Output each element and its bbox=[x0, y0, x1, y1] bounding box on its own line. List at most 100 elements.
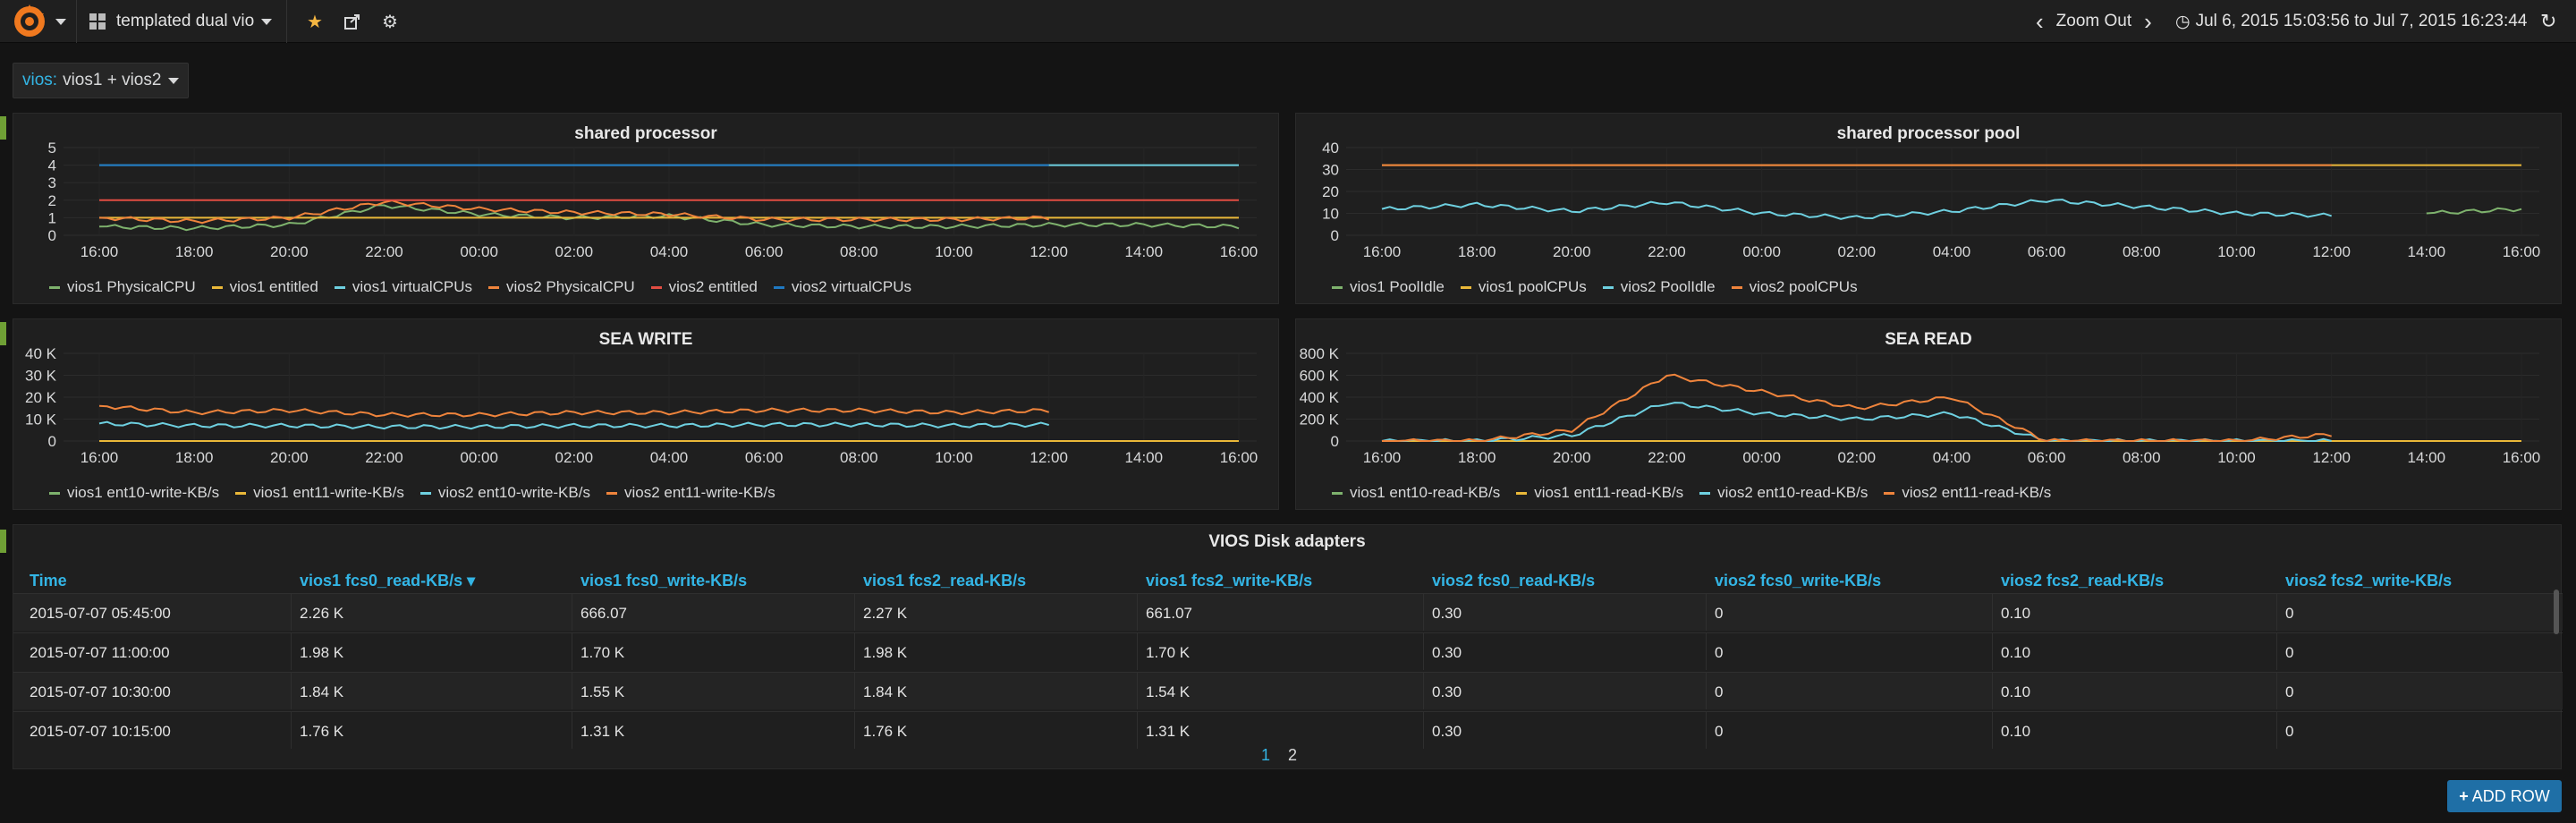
series-line bbox=[98, 404, 1050, 418]
cell-divider bbox=[1992, 673, 1993, 709]
column-header[interactable]: vios2 fcs0_write-KB/s bbox=[1715, 572, 1882, 590]
legend-item[interactable]: vios2 ent11-read-KB/s bbox=[1884, 484, 2051, 502]
cell-divider bbox=[1423, 673, 1424, 709]
clock-icon: ◷ bbox=[2175, 12, 2190, 31]
share-icon[interactable] bbox=[333, 0, 372, 43]
legend-item[interactable]: vios1 ent11-read-KB/s bbox=[1516, 484, 1683, 502]
x-tick-label: 08:00 bbox=[840, 449, 878, 466]
cell-divider bbox=[1706, 712, 1707, 749]
column-header[interactable]: vios1 fcs2_write-KB/s bbox=[1146, 572, 1313, 590]
x-tick-label: 14:00 bbox=[1125, 449, 1164, 466]
legend-item[interactable]: vios1 ent11-write-KB/s bbox=[235, 484, 404, 502]
x-tick-label: 16:00 bbox=[80, 243, 119, 260]
legend-item[interactable]: vios2 ent11-write-KB/s bbox=[606, 484, 775, 502]
panel-title[interactable]: SEA READ bbox=[1885, 330, 1972, 349]
y-tick-label: 30 K bbox=[25, 368, 57, 385]
panel-title[interactable]: SEA WRITE bbox=[598, 330, 693, 349]
column-header[interactable]: vios2 fcs0_read-KB/s bbox=[1432, 572, 1596, 590]
column-header[interactable]: vios1 fcs0_read-KB/s ▾ bbox=[300, 572, 476, 590]
row-collapse-handle[interactable] bbox=[0, 322, 6, 345]
cell-divider bbox=[1423, 594, 1424, 631]
legend-item[interactable]: vios2 entitled bbox=[650, 278, 758, 296]
chevron-down-icon bbox=[168, 77, 180, 84]
y-tick-label: 20 K bbox=[25, 389, 57, 406]
x-tick-label: 08:00 bbox=[2123, 449, 2161, 466]
legend-item[interactable]: vios2 PhysicalCPU bbox=[488, 278, 635, 296]
table-cell: 1.31 K bbox=[1146, 723, 1191, 740]
y-tick-label: 4 bbox=[48, 157, 56, 174]
legend-item[interactable]: vios1 poolCPUs bbox=[1460, 278, 1587, 296]
cell-divider bbox=[2276, 673, 2277, 709]
legend-item[interactable]: vios1 PoolIdle bbox=[1332, 278, 1445, 296]
x-tick-label: 12:00 bbox=[1030, 449, 1068, 466]
legend-item[interactable]: vios1 ent10-write-KB/s bbox=[49, 484, 219, 502]
series-line bbox=[1381, 199, 2333, 220]
row-collapse-handle[interactable] bbox=[0, 116, 6, 140]
x-tick-label: 14:00 bbox=[2408, 243, 2446, 260]
legend-item[interactable]: vios2 poolCPUs bbox=[1731, 278, 1858, 296]
column-header[interactable]: vios1 fcs2_read-KB/s bbox=[863, 572, 1027, 590]
grafana-menu-button[interactable] bbox=[0, 0, 77, 43]
legend-item[interactable]: vios2 ent10-write-KB/s bbox=[419, 484, 590, 502]
x-tick-label: 04:00 bbox=[1933, 449, 1971, 466]
page-1-link[interactable]: 1 bbox=[1261, 746, 1271, 764]
table-cell: 1.55 K bbox=[580, 683, 625, 700]
cell-divider bbox=[1706, 673, 1707, 709]
table-cell: 1.70 K bbox=[1146, 644, 1191, 661]
legend-item[interactable]: vios1 virtualCPUs bbox=[334, 278, 472, 296]
cell-divider bbox=[2276, 594, 2277, 631]
zoom-out-button[interactable]: ‹ Zoom Out › bbox=[2036, 0, 2152, 43]
legend-item[interactable]: vios1 ent10-read-KB/s bbox=[1332, 484, 1500, 502]
table-pagination: 1 2 bbox=[1261, 746, 1297, 765]
chevron-right-icon[interactable]: › bbox=[2144, 7, 2152, 35]
legend-item[interactable]: vios1 PhysicalCPU bbox=[49, 278, 196, 296]
panel-title[interactable]: shared processor bbox=[574, 124, 717, 143]
legend-label: vios2 PoolIdle bbox=[1620, 278, 1716, 295]
legend-swatch bbox=[773, 285, 784, 289]
legend-item[interactable]: vios1 entitled bbox=[211, 278, 318, 296]
x-tick-label: 22:00 bbox=[365, 243, 403, 260]
panel-shared-processor: shared processor 5 4 3 2 1 0 16:00 18:00 20:00 22… bbox=[13, 113, 1279, 304]
row-collapse-handle[interactable] bbox=[0, 530, 6, 553]
time-picker[interactable]: ◷ Jul 6, 2015 15:03:56 to Jul 7, 2015 16… bbox=[2175, 0, 2527, 43]
variable-colon: : bbox=[52, 71, 58, 89]
x-tick-label: 08:00 bbox=[840, 243, 878, 260]
cell-divider bbox=[1137, 712, 1138, 749]
column-header[interactable]: vios1 fcs0_write-KB/s bbox=[580, 572, 748, 590]
legend-label: vios2 poolCPUs bbox=[1749, 278, 1858, 295]
table-scrollbar[interactable] bbox=[2554, 590, 2559, 634]
x-tick-label: 16:00 bbox=[1363, 449, 1402, 466]
cell-divider bbox=[854, 594, 855, 631]
table-cell: 2015-07-07 10:30:00 bbox=[30, 683, 171, 700]
chevron-left-icon[interactable]: ‹ bbox=[2036, 7, 2044, 35]
dashboard-picker-button[interactable]: templated dual vio bbox=[89, 0, 288, 43]
dashboard-grid-icon bbox=[89, 13, 106, 30]
table-cell: 0.10 bbox=[2001, 723, 2031, 740]
add-row-button[interactable]: + ADD ROW bbox=[2447, 780, 2562, 812]
table-cell: 2015-07-07 05:45:00 bbox=[30, 605, 171, 622]
column-header[interactable]: Time bbox=[30, 572, 67, 590]
legend-label: vios2 ent11-read-KB/s bbox=[1902, 484, 2052, 501]
cell-divider bbox=[1423, 712, 1424, 749]
chevron-down-icon bbox=[55, 18, 66, 25]
x-tick-label: 00:00 bbox=[460, 243, 498, 260]
legend: vios1 PoolIdle vios1 poolCPUs vios2 PoolId… bbox=[1332, 278, 1858, 296]
legend-label: vios1 virtualCPUs bbox=[352, 278, 472, 295]
legend-item[interactable]: vios2 PoolIdle bbox=[1602, 278, 1716, 296]
column-header[interactable]: vios2 fcs2_read-KB/s bbox=[2001, 572, 2165, 590]
panel-sea-write: SEA WRITE 40 K 30 K 20 K 10 K 0 16:00 18:00 20:… bbox=[13, 318, 1279, 510]
panel-title[interactable]: shared processor pool bbox=[1836, 124, 2021, 143]
refresh-icon[interactable]: ↻ bbox=[2540, 10, 2557, 32]
legend-item[interactable]: vios2 virtualCPUs bbox=[773, 278, 911, 296]
series-line bbox=[2426, 207, 2522, 215]
legend-item[interactable]: vios2 ent10-read-KB/s bbox=[1699, 484, 1868, 502]
column-header[interactable]: vios2 fcs2_write-KB/s bbox=[2285, 572, 2453, 590]
template-variable-vios[interactable]: vios : vios1 + vios2 bbox=[13, 63, 190, 98]
gear-icon[interactable]: ⚙ bbox=[382, 12, 398, 32]
x-tick-label: 18:00 bbox=[175, 243, 214, 260]
panel-title[interactable]: VIOS Disk adapters bbox=[1208, 532, 1366, 551]
x-tick-label: 10:00 bbox=[2217, 243, 2256, 260]
star-icon[interactable]: ★ bbox=[307, 12, 323, 32]
page-2-link[interactable]: 2 bbox=[1288, 746, 1298, 764]
legend-swatch bbox=[1699, 491, 1711, 495]
